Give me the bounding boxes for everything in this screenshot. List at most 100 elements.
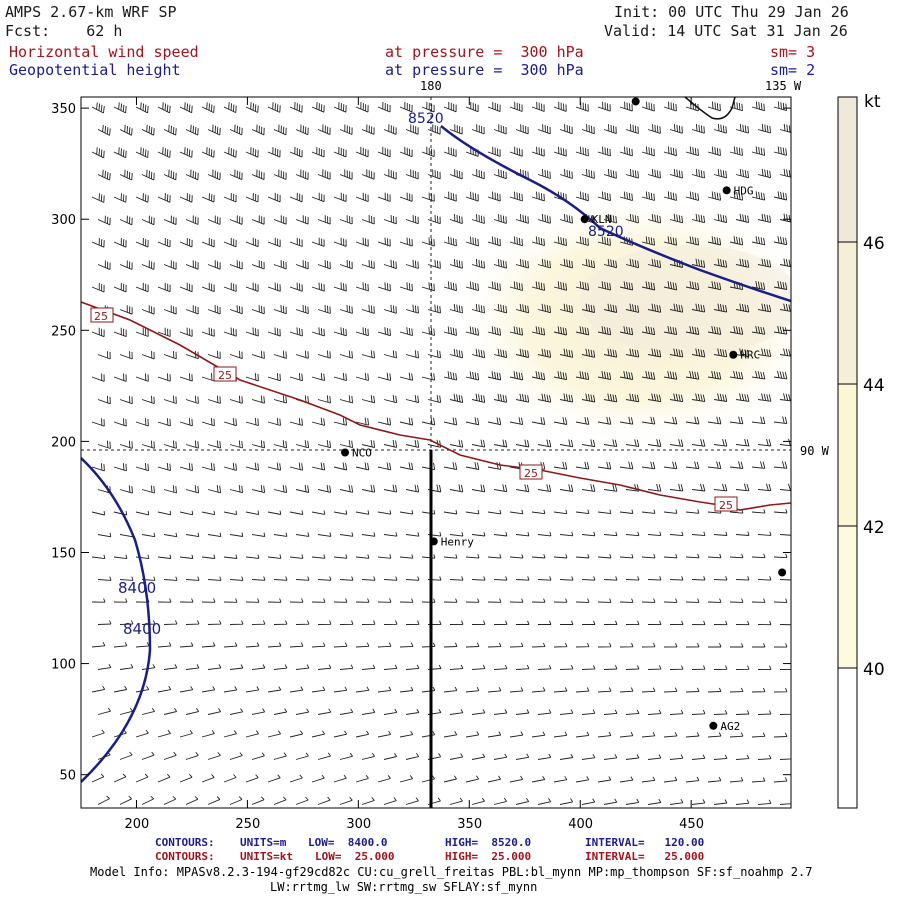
wind-barb — [163, 485, 177, 494]
wind-barb — [449, 258, 463, 269]
wind-barb — [751, 281, 766, 291]
wind-barb — [663, 416, 678, 425]
y-tick-label: 300 — [51, 213, 76, 228]
station-label: HRC — [740, 349, 760, 362]
wind-barb — [751, 236, 766, 246]
wind-barb — [751, 416, 766, 425]
wind-barb — [553, 236, 567, 247]
wind-barb — [201, 193, 215, 203]
wind-barb — [581, 753, 596, 760]
wind-barb — [465, 642, 480, 648]
wind-barb — [735, 258, 750, 268]
wind-barb — [311, 372, 325, 382]
wind-barb — [509, 554, 524, 559]
model-info: Model Info: MPASv8.2.3-194-gf29cd82c CU:… — [90, 865, 813, 879]
wind-barb — [663, 461, 678, 470]
wind-barb — [311, 417, 326, 426]
wind-barb — [289, 598, 304, 603]
wind-barb — [581, 169, 595, 179]
wind-barb — [427, 304, 441, 314]
wind-barb — [97, 395, 111, 405]
wind-barb — [355, 598, 370, 603]
wind-barb — [141, 169, 155, 181]
wind-barb — [141, 260, 155, 270]
wind-barb — [713, 213, 728, 224]
wind-barb — [229, 485, 244, 494]
wind-barb — [339, 620, 354, 625]
wind-barb — [399, 686, 414, 693]
wind-barb — [465, 101, 479, 113]
wind-barb — [575, 191, 589, 202]
wind-barb — [295, 260, 309, 270]
wind-barb — [537, 348, 552, 358]
wind-barb — [207, 576, 222, 581]
wind-barb — [713, 303, 728, 313]
wind-barb — [597, 416, 612, 425]
wind-barb — [553, 509, 568, 515]
wind-barb — [179, 237, 193, 248]
wind-barb — [537, 169, 551, 179]
wind-barb — [465, 371, 480, 381]
wind-barb — [289, 462, 304, 471]
wind-barb — [757, 710, 772, 715]
wind-barb — [751, 146, 766, 156]
station-label: KLN — [592, 213, 612, 226]
wind-barb — [509, 598, 524, 603]
wind-barb — [581, 303, 596, 313]
wind-barb — [361, 169, 375, 180]
wind-barb — [361, 708, 376, 715]
wind-barb — [333, 730, 348, 738]
wind-barb — [625, 124, 639, 134]
wind-barb — [333, 642, 348, 648]
wind-barb — [245, 462, 260, 471]
wind-barb — [597, 326, 612, 336]
footer-contour-label: CONTOURS: — [155, 836, 215, 849]
wind-barb — [443, 731, 458, 738]
wind-barb — [135, 282, 149, 293]
wind-barb — [487, 281, 501, 291]
wind-barb — [487, 371, 502, 381]
wind-barb — [553, 731, 568, 738]
wind-barb — [355, 462, 370, 471]
wind-barb — [443, 326, 457, 336]
wind-label: 25 — [94, 310, 108, 323]
stations: KLN HDG HRC NCO Henry AG2 — [341, 97, 787, 733]
wind-barb — [515, 753, 530, 760]
wind-barb — [537, 709, 552, 715]
wind-barb — [141, 751, 155, 760]
wind-barb — [267, 282, 281, 292]
wind-barb — [383, 215, 397, 225]
wind-barb — [179, 373, 193, 382]
wind-barb — [245, 730, 259, 738]
wind-barb — [597, 101, 611, 112]
wind-barb — [251, 796, 265, 805]
wind-barb — [399, 598, 414, 603]
wind-barb — [119, 532, 134, 538]
wind-barb — [757, 303, 772, 313]
wind-barb — [641, 146, 655, 157]
wind-barb — [91, 598, 106, 603]
wind-barb — [493, 169, 507, 180]
wind-barb — [427, 124, 441, 135]
wind-barb — [361, 259, 375, 270]
wind-barb — [509, 371, 524, 381]
x-tick-label: 300 — [346, 817, 371, 832]
wind-barb — [223, 510, 238, 516]
wind-barb — [405, 797, 419, 805]
wind-barb — [295, 620, 310, 625]
wind-barb — [713, 620, 728, 626]
wind-barb — [757, 576, 772, 581]
wind-barb — [691, 799, 706, 805]
wind-barb — [251, 752, 265, 760]
y-tick-label: 250 — [51, 324, 76, 339]
wind-barb — [779, 123, 791, 133]
wind-barb — [201, 510, 216, 516]
station-marker — [631, 97, 640, 106]
wind-barb — [361, 215, 375, 225]
wind-barb — [619, 553, 634, 559]
wind-barb — [251, 124, 265, 136]
wind-barb — [267, 147, 281, 158]
wind-barb — [553, 281, 568, 291]
wind-barb — [559, 798, 574, 805]
wind-barb — [669, 620, 684, 626]
